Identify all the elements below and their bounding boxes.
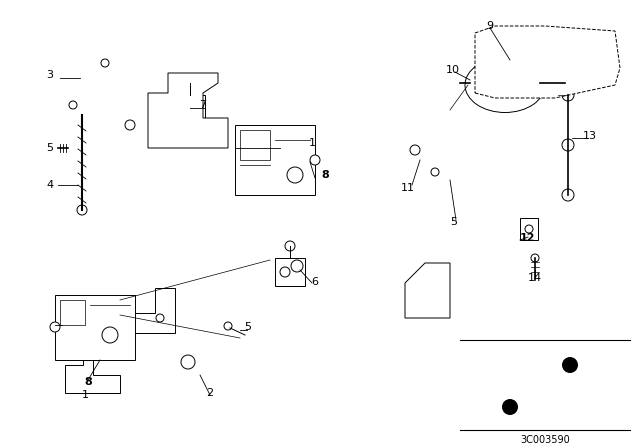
Text: 14: 14 — [528, 273, 542, 283]
Bar — [520, 218, 538, 240]
Bar — [235, 125, 315, 195]
Text: 3C003590: 3C003590 — [520, 435, 570, 445]
Circle shape — [285, 241, 295, 251]
Bar — [275, 258, 305, 286]
Bar — [175, 95, 205, 125]
Text: 10: 10 — [446, 65, 460, 75]
Circle shape — [562, 89, 574, 101]
Text: 4: 4 — [47, 180, 54, 190]
Circle shape — [287, 167, 303, 183]
Bar — [60, 300, 85, 325]
Circle shape — [562, 139, 574, 151]
Text: 6: 6 — [312, 277, 319, 287]
Circle shape — [181, 355, 195, 369]
Circle shape — [101, 59, 109, 67]
Circle shape — [483, 71, 507, 95]
Ellipse shape — [465, 57, 545, 112]
Circle shape — [531, 254, 539, 262]
Text: 7: 7 — [200, 100, 207, 110]
Text: 5: 5 — [244, 322, 252, 332]
Bar — [240, 130, 270, 160]
Circle shape — [181, 106, 189, 114]
Circle shape — [102, 327, 118, 343]
Circle shape — [185, 78, 195, 88]
Text: 5: 5 — [451, 217, 458, 227]
Text: 1: 1 — [81, 390, 88, 400]
Text: 12: 12 — [519, 233, 535, 243]
Text: 8: 8 — [321, 170, 329, 180]
Text: 2: 2 — [207, 388, 214, 398]
Circle shape — [525, 225, 533, 233]
Circle shape — [502, 399, 518, 415]
Polygon shape — [65, 328, 120, 393]
Circle shape — [310, 155, 320, 165]
Circle shape — [50, 322, 60, 332]
Circle shape — [224, 322, 232, 330]
Circle shape — [410, 145, 420, 155]
Circle shape — [291, 260, 303, 272]
Polygon shape — [110, 288, 175, 333]
Bar — [55, 295, 135, 360]
Circle shape — [562, 189, 574, 201]
Circle shape — [431, 168, 439, 176]
Text: 9: 9 — [486, 21, 493, 31]
Text: 8: 8 — [84, 377, 92, 387]
Text: 3: 3 — [47, 70, 54, 80]
Circle shape — [557, 75, 573, 91]
Text: 5: 5 — [47, 143, 54, 153]
Circle shape — [156, 314, 164, 322]
Polygon shape — [475, 26, 620, 98]
Text: 1: 1 — [308, 138, 316, 148]
Polygon shape — [148, 73, 228, 148]
Circle shape — [125, 120, 135, 130]
Circle shape — [280, 267, 290, 277]
Text: 11: 11 — [401, 183, 415, 193]
Circle shape — [505, 73, 525, 93]
Circle shape — [69, 101, 77, 109]
Circle shape — [191, 106, 199, 114]
Circle shape — [562, 357, 578, 373]
Circle shape — [77, 205, 87, 215]
Text: 13: 13 — [583, 131, 597, 141]
Polygon shape — [405, 263, 450, 318]
